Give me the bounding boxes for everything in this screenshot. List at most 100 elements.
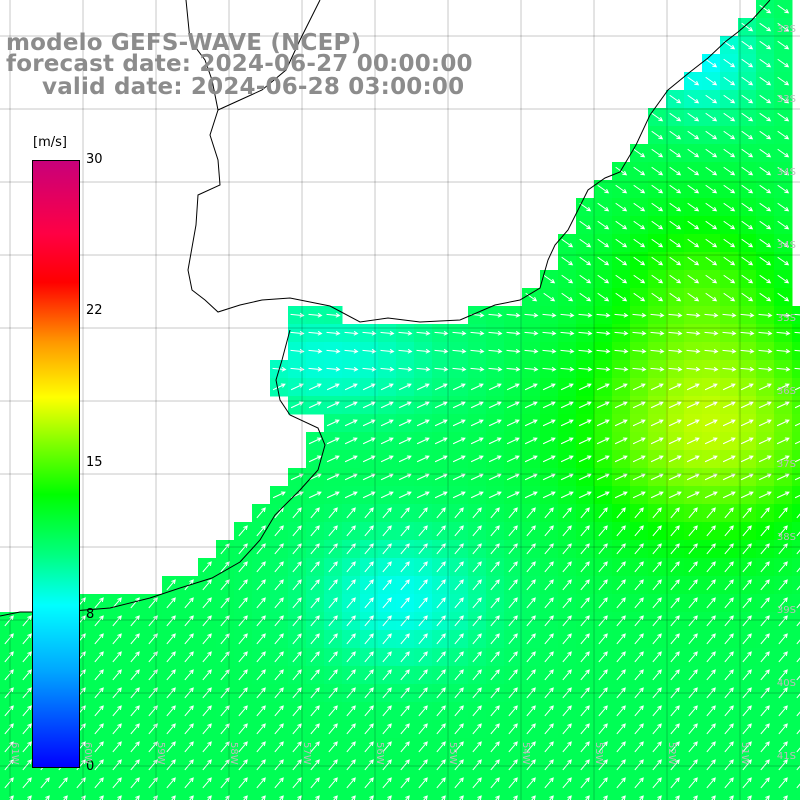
wind-arrow [238, 759, 248, 771]
wind-arrow [634, 741, 644, 753]
wind-arrow [597, 220, 610, 230]
wind-arrow [292, 597, 302, 609]
wind-arrow [452, 455, 466, 463]
wind-arrow [741, 22, 754, 32]
wind-arrow [652, 597, 662, 609]
wind-arrow [704, 383, 718, 391]
wind-arrow [130, 669, 140, 681]
wind-arrow [741, 148, 754, 158]
wind-arrow [166, 615, 176, 627]
wind-arrow [723, 256, 736, 266]
wind-arrow [670, 759, 680, 771]
wind-arrow [524, 312, 539, 318]
wind-arrow [346, 651, 356, 663]
wind-arrow [4, 723, 14, 735]
wind-speed-cell [0, 792, 19, 800]
wind-arrow [434, 401, 448, 409]
wind-arrow [297, 795, 302, 800]
wind-arrow [578, 437, 592, 445]
wind-arrow [670, 543, 680, 555]
wind-arrow [434, 437, 448, 445]
wind-arrow [740, 312, 755, 318]
wind-arrow [488, 437, 502, 445]
wind-arrow [724, 525, 734, 537]
wind-arrow [328, 579, 338, 591]
wind-arrow [418, 633, 428, 645]
wind-arrow [454, 651, 464, 663]
wind-arrow [597, 256, 610, 266]
wind-arrow [488, 312, 503, 318]
wind-arrow [542, 383, 556, 391]
wind-arrow [650, 491, 664, 499]
wind-arrow [508, 651, 518, 663]
wind-arrow [670, 651, 680, 663]
wind-arrow [418, 615, 428, 627]
wind-arrow [639, 795, 644, 800]
wind-arrow [454, 669, 464, 681]
wind-arrow [758, 383, 772, 391]
wind-arrow [688, 723, 698, 735]
wind-arrow [472, 741, 482, 753]
wind-arrow [687, 148, 700, 158]
wind-arrow [292, 615, 302, 627]
wind-arrow [382, 651, 392, 663]
wind-arrow [706, 525, 716, 537]
wind-arrow [441, 795, 446, 800]
wind-arrow [398, 491, 412, 499]
wind-arrow [615, 202, 628, 212]
wind-arrow [94, 615, 104, 627]
lon-label: 54W [520, 742, 531, 765]
wind-arrow [256, 651, 266, 663]
wind-arrow [741, 274, 754, 284]
wind-arrow [777, 166, 790, 176]
wind-arrow [524, 491, 538, 499]
wind-arrow [652, 579, 662, 591]
wind-arrow [598, 579, 608, 591]
wind-arrow [633, 202, 646, 212]
wind-arrow [560, 348, 575, 354]
wind-arrow [544, 507, 554, 519]
wind-arrow [490, 597, 500, 609]
wind-arrow [418, 525, 428, 537]
wind-arrow [524, 330, 539, 336]
wind-arrow [112, 633, 122, 645]
wind-arrow [130, 723, 140, 735]
wind-arrow [598, 741, 608, 753]
wind-arrow [651, 130, 664, 140]
wind-arrow [544, 579, 554, 591]
wind-arrow [166, 669, 176, 681]
wind-arrow [777, 184, 790, 194]
wind-arrow [112, 705, 122, 717]
wind-arrow [616, 615, 626, 627]
wind-arrow [686, 330, 701, 336]
wind-speed-cell [756, 792, 775, 800]
wind-arrow [562, 597, 572, 609]
wind-arrow [796, 693, 800, 699]
wind-arrow [759, 274, 772, 284]
wind-arrow [634, 543, 644, 555]
wind-arrow [490, 669, 500, 681]
wind-arrow [346, 633, 356, 645]
wind-arrow [310, 579, 320, 591]
wind-arrow [488, 455, 502, 463]
wind-arrow [506, 348, 521, 354]
wind-arrow [578, 401, 592, 409]
wind-arrow [171, 795, 176, 800]
wind-arrow [778, 669, 788, 681]
wind-arrow [292, 579, 302, 591]
wind-speed-cell [792, 414, 800, 433]
wind-arrow [651, 112, 664, 122]
wind-arrow [452, 348, 467, 354]
wind-arrow [597, 292, 610, 302]
wind-arrow [472, 651, 482, 663]
wind-arrow [308, 401, 322, 409]
wind-arrow [776, 330, 791, 336]
wind-arrow [615, 292, 628, 302]
wind-arrow [687, 202, 700, 212]
wind-arrow [796, 621, 800, 627]
wind-arrow [346, 777, 356, 789]
wind-arrow [687, 220, 700, 230]
wind-arrow [688, 759, 698, 771]
wind-arrow [668, 419, 682, 427]
wind-arrow [796, 567, 800, 573]
